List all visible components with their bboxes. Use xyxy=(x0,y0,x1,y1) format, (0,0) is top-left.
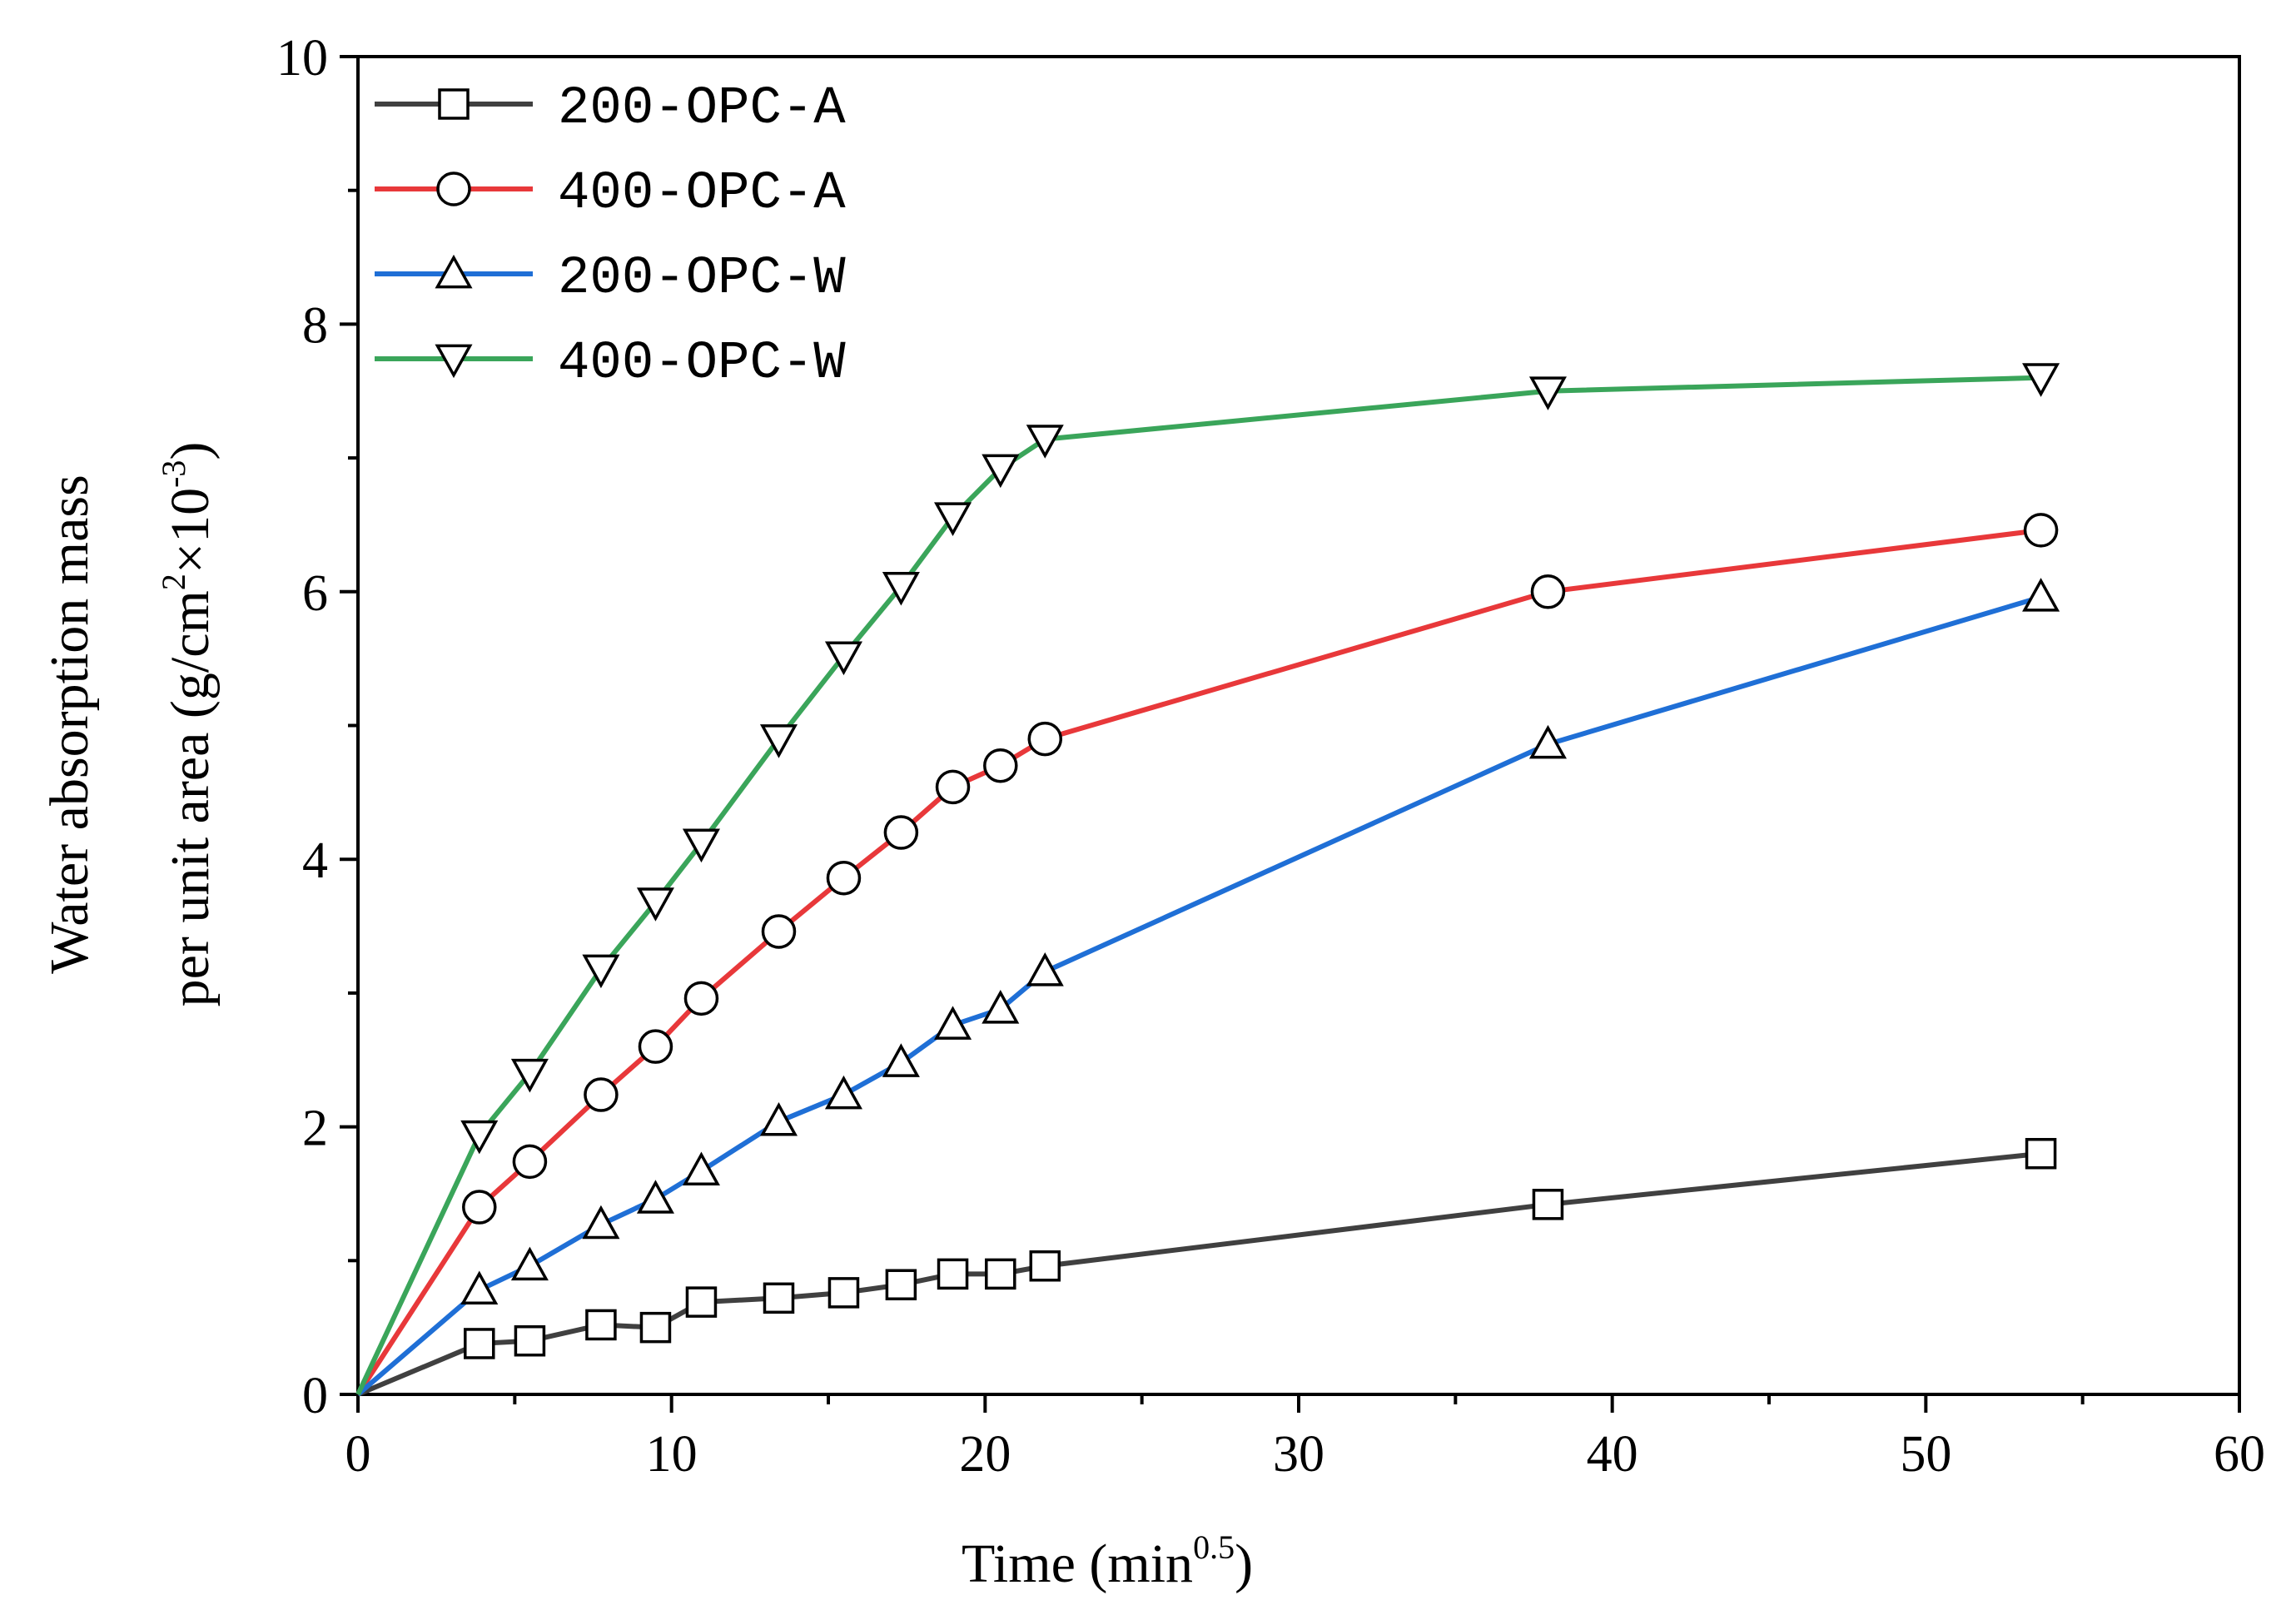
data-point xyxy=(1528,724,1567,759)
data-point xyxy=(824,641,862,676)
data-point xyxy=(582,954,620,989)
data-point xyxy=(636,1180,674,1214)
data-point xyxy=(983,748,1018,783)
legend-marker xyxy=(438,88,470,120)
y-tick-label: 6 xyxy=(302,565,328,622)
data-point xyxy=(1029,1250,1061,1282)
data-point xyxy=(462,1190,497,1225)
data-point xyxy=(1528,376,1567,410)
data-point xyxy=(585,1309,617,1341)
data-point xyxy=(883,815,919,850)
x-tick-label: 20 xyxy=(959,1426,1011,1483)
data-point xyxy=(982,990,1020,1024)
data-point xyxy=(582,1205,620,1240)
data-point xyxy=(682,1151,720,1186)
x-tick-label: 30 xyxy=(1273,1426,1324,1483)
data-point xyxy=(510,1058,549,1093)
data-point xyxy=(759,1102,798,1136)
data-point xyxy=(885,1269,917,1300)
data-point xyxy=(512,1144,548,1180)
legend-marker xyxy=(436,171,471,206)
x-tick-label: 0 xyxy=(345,1426,371,1483)
series-400-OPC-A xyxy=(355,513,2059,1396)
data-point xyxy=(826,860,862,896)
data-point xyxy=(584,1077,619,1112)
data-point xyxy=(2022,363,2060,397)
x-tick-label: 50 xyxy=(1900,1426,1951,1483)
data-point xyxy=(514,1324,546,1357)
data-point xyxy=(1530,574,1566,609)
x-tick-label: 60 xyxy=(2214,1426,2265,1483)
y-tick-label: 4 xyxy=(302,832,328,889)
data-point xyxy=(937,1258,969,1290)
data-point xyxy=(985,1258,1016,1290)
data-point xyxy=(638,1029,673,1064)
data-point xyxy=(827,1277,860,1309)
y-axis-title: Water absorption mass xyxy=(39,475,100,974)
data-point xyxy=(636,887,674,922)
data-point xyxy=(935,769,971,805)
data-point xyxy=(639,1311,672,1344)
legend-marker xyxy=(435,344,473,379)
data-point xyxy=(1027,721,1063,757)
series-group xyxy=(355,363,2060,1397)
data-point xyxy=(510,1246,549,1281)
x-axis-title: Time (min0.5) xyxy=(962,1528,1253,1594)
data-point xyxy=(934,502,972,536)
x-tick-label: 10 xyxy=(646,1426,698,1483)
series-line xyxy=(356,594,2042,1397)
data-point xyxy=(761,914,797,949)
legend-label: 400-OPC-A xyxy=(558,164,846,224)
data-point xyxy=(2023,513,2059,548)
legend-item: 400-OPC-A xyxy=(375,164,846,224)
data-point xyxy=(683,981,719,1016)
y-tick-label: 10 xyxy=(276,30,328,87)
y-axis-title-2: per unit area (g/cm2×10-3) xyxy=(155,442,221,1007)
legend-label: 200-OPC-A xyxy=(558,79,846,139)
data-point xyxy=(1026,952,1064,986)
data-point xyxy=(460,1270,499,1305)
data-point xyxy=(2022,578,2060,612)
data-point xyxy=(685,1286,718,1318)
series-200-OPC-W xyxy=(356,578,2060,1397)
legend-item: 400-OPC-W xyxy=(375,334,846,394)
data-point xyxy=(1026,425,1064,459)
x-tick-label: 40 xyxy=(1587,1426,1638,1483)
legend: 200-OPC-A 400-OPC-A 200-OPC-W 400-OPC-W xyxy=(375,79,846,394)
data-point xyxy=(464,1328,495,1359)
data-point xyxy=(824,1075,862,1110)
data-point xyxy=(460,1120,499,1155)
series-400-OPC-W xyxy=(355,363,2060,1396)
series-200-OPC-A xyxy=(356,1137,2057,1397)
y-tick-label: 8 xyxy=(302,297,328,354)
y-tick-label: 0 xyxy=(302,1368,328,1424)
y-axis-title-line1: Water absorption mass xyxy=(39,475,100,974)
data-point xyxy=(682,828,720,863)
legend-label: 400-OPC-W xyxy=(558,334,846,394)
legend-item: 200-OPC-W xyxy=(375,249,846,309)
data-point xyxy=(934,1006,972,1040)
data-point xyxy=(982,454,1020,489)
data-point xyxy=(1532,1189,1564,1220)
series-line xyxy=(356,1150,2041,1397)
data-point xyxy=(763,1282,795,1314)
legend-item: 200-OPC-A xyxy=(375,79,846,139)
y-axis-title-line2: per unit area (g/cm2×10-3) xyxy=(155,442,221,1007)
data-point xyxy=(2025,1137,2057,1170)
legend-label: 200-OPC-W xyxy=(558,249,846,309)
series-line xyxy=(355,375,2041,1396)
data-point xyxy=(759,724,798,758)
axes: 0 10 20 30 40 50 60 0 2 4 6 8 10 xyxy=(276,30,2265,1483)
data-point xyxy=(882,1043,920,1077)
legend-marker xyxy=(435,254,473,289)
y-tick-label: 2 xyxy=(302,1101,328,1157)
data-point xyxy=(882,571,920,606)
